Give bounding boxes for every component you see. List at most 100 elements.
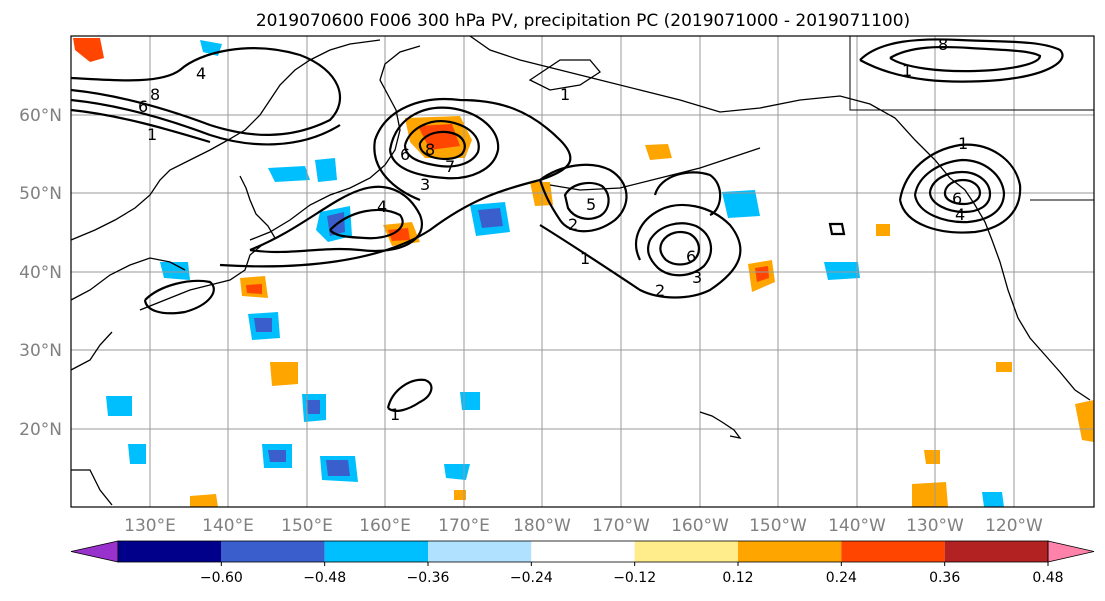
colorbar-tick-label: −0.12 bbox=[613, 570, 656, 586]
precip-patch bbox=[478, 208, 503, 228]
contour-label: 5 bbox=[586, 195, 596, 214]
precip-patch bbox=[876, 224, 890, 236]
colorbar-arrow-right bbox=[1047, 540, 1095, 563]
colorbar-segment bbox=[944, 541, 1048, 562]
contour-label: 6 bbox=[952, 189, 962, 208]
colorbar-tick-label: 0.48 bbox=[1032, 570, 1063, 586]
colorbar: −0.60 −0.48 −0.36 −0.24 −0.12 0.12 0.24 0.36 0.4… bbox=[70, 540, 1095, 586]
lat-label: 40°N bbox=[19, 263, 62, 283]
colorbar-tick-label: −0.60 bbox=[200, 570, 243, 586]
contour-label: 6 bbox=[400, 145, 410, 164]
colorbar-tick-label: −0.48 bbox=[303, 570, 346, 586]
pv-contour bbox=[70, 98, 341, 146]
precip-patch bbox=[722, 190, 760, 218]
latitude-labels: 60°N 50°N 40°N 30°N 20°N bbox=[19, 106, 62, 440]
map-panel: 4 1 6 8 4 3 6 8 7 1 5 2 1 2 6 3 1 6 4 1 … bbox=[70, 35, 1095, 508]
precip-patch bbox=[246, 284, 262, 294]
lon-label: 130°E bbox=[124, 516, 176, 536]
pv-contour bbox=[418, 130, 466, 161]
colorbar-tick-label: 0.24 bbox=[826, 570, 857, 586]
colorbar-segment bbox=[221, 541, 325, 562]
precip-patch bbox=[912, 482, 948, 507]
pv-contour bbox=[828, 222, 846, 236]
pv-contours bbox=[70, 38, 1064, 412]
pv-contour bbox=[538, 163, 628, 233]
kuril-coastline bbox=[249, 164, 386, 241]
lon-label: 120°W bbox=[985, 516, 1043, 536]
contour-label: 2 bbox=[655, 281, 665, 300]
contour-label: 3 bbox=[420, 175, 430, 194]
lon-label: 150°W bbox=[749, 516, 807, 536]
lat-label: 50°N bbox=[19, 184, 62, 204]
precip-patch bbox=[418, 124, 460, 150]
contour-label: 6 bbox=[138, 97, 148, 116]
colorbar-tick-label: 0.36 bbox=[929, 570, 960, 586]
contour-label: 8 bbox=[425, 140, 435, 159]
alaska-west-coast bbox=[469, 35, 1091, 401]
lon-label: 140°W bbox=[828, 516, 886, 536]
aleutian-islands bbox=[549, 147, 761, 191]
lat-label: 20°N bbox=[19, 420, 62, 440]
longitude-labels: 130°E 140°E 150°E 160°E 170°E 180°W 170°… bbox=[124, 516, 1043, 536]
pv-contour bbox=[70, 47, 342, 136]
korea-china-coastline bbox=[70, 257, 186, 301]
pv-contour bbox=[859, 38, 1064, 83]
precip-patch bbox=[106, 396, 132, 416]
contour-label: 1 bbox=[390, 405, 400, 424]
pv-contour bbox=[659, 231, 700, 266]
figure-title: 2019070600 F006 300 hPa PV, precipitatio… bbox=[256, 11, 910, 31]
hawaii-islands bbox=[699, 411, 742, 439]
precip-patch bbox=[268, 166, 310, 182]
contour-label: 8 bbox=[938, 35, 948, 54]
lat-label: 60°N bbox=[19, 106, 62, 126]
contour-label: 4 bbox=[377, 197, 387, 216]
pv-contour bbox=[647, 222, 713, 277]
pv-contour bbox=[70, 108, 211, 144]
pv-contour bbox=[219, 98, 572, 268]
precip-patch bbox=[254, 318, 272, 332]
pv-contour bbox=[539, 203, 742, 299]
contour-label: 6 bbox=[686, 247, 696, 266]
lon-label: 160°W bbox=[671, 516, 729, 536]
pv-contour bbox=[386, 378, 433, 412]
precip-patch bbox=[388, 228, 410, 241]
pv-contour bbox=[329, 208, 404, 240]
contour-label: 1 bbox=[580, 249, 590, 268]
precip-patch bbox=[73, 38, 104, 62]
china-east-coastline bbox=[70, 331, 113, 371]
precip-patch bbox=[460, 392, 480, 410]
precip-patch bbox=[444, 464, 470, 480]
contour-labels: 4 1 6 8 4 3 6 8 7 1 5 2 1 2 6 3 1 6 4 1 … bbox=[138, 35, 968, 424]
precip-patch bbox=[315, 158, 337, 182]
contour-label: 4 bbox=[955, 205, 965, 224]
canada-border bbox=[849, 36, 1094, 111]
contour-label: 1 bbox=[958, 134, 968, 153]
precip-patch bbox=[755, 266, 769, 282]
pv-contour bbox=[913, 158, 1006, 224]
pv-contour bbox=[889, 45, 1042, 73]
pv-contour bbox=[249, 185, 423, 254]
colorbar-segment bbox=[531, 541, 635, 562]
pv-contour bbox=[403, 120, 480, 168]
contour-label: 1 bbox=[560, 85, 570, 104]
lat-label: 30°N bbox=[19, 341, 62, 361]
contour-label: 1 bbox=[147, 125, 157, 144]
precip-patch bbox=[270, 362, 298, 386]
st-lawrence-coastline bbox=[528, 59, 601, 91]
lon-label: 170°W bbox=[592, 516, 650, 536]
precip-patch bbox=[982, 492, 1004, 507]
colorbar-segment bbox=[118, 541, 222, 562]
contour-label: 1 bbox=[902, 61, 912, 80]
precip-patch bbox=[190, 494, 218, 507]
precip-patch bbox=[326, 460, 350, 476]
lon-label: 180°W bbox=[513, 516, 571, 536]
precip-patch bbox=[128, 444, 146, 464]
kamchatka-coastline bbox=[379, 45, 421, 166]
lon-label: 160°E bbox=[359, 516, 411, 536]
pv-contour bbox=[143, 279, 215, 315]
pv-contour bbox=[898, 143, 1022, 234]
colorbar-tick-label: −0.36 bbox=[407, 570, 450, 586]
taiwan-coastline bbox=[71, 469, 113, 506]
lon-label: 140°E bbox=[202, 516, 254, 536]
